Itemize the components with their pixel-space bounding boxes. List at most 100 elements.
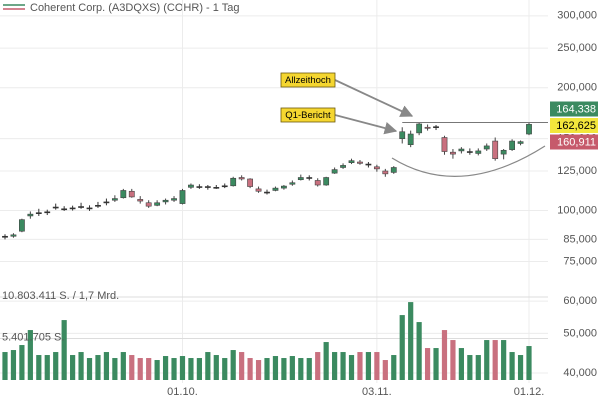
price-tag-label: 162,625 — [556, 120, 596, 132]
candle-body — [145, 202, 152, 207]
volume-tick-label: 10.803.411 S. / 1,7 Mrd. — [2, 290, 119, 302]
x-tick-label: 01.12. — [514, 386, 545, 398]
candle-body — [247, 178, 253, 187]
candle-body — [458, 148, 465, 152]
volume-bar — [86, 358, 93, 380]
candle-body — [137, 199, 144, 202]
volume-bar — [298, 358, 304, 380]
candle-body — [289, 182, 296, 185]
volume-bar — [103, 352, 110, 380]
volume-bar — [95, 355, 101, 380]
y-tick-label: 200,000 — [557, 82, 597, 94]
candle-body — [365, 163, 372, 166]
volume-bar — [2, 352, 8, 380]
candle-body — [424, 126, 431, 129]
x-tick-label: 01.10. — [167, 386, 198, 398]
volume-bar — [382, 360, 388, 380]
volume-bar — [162, 356, 169, 380]
volume-bar — [517, 355, 524, 380]
candle-body — [19, 219, 25, 232]
candle-body — [348, 160, 355, 163]
candle-body — [162, 199, 169, 203]
volume-bar — [255, 360, 262, 380]
candle-body — [331, 169, 338, 174]
x-tick-label: 03.11. — [362, 386, 392, 398]
candle-body — [526, 124, 532, 135]
volume-tick-label: 5.401.705 S. — [2, 331, 64, 343]
volume-bar — [154, 360, 160, 380]
candle-body — [120, 190, 127, 199]
price-tag — [550, 118, 598, 133]
volume-bar — [205, 352, 211, 380]
candle-body — [272, 187, 279, 191]
volume-bar — [19, 345, 25, 380]
volume-bar — [475, 355, 481, 380]
candle-body — [204, 186, 211, 188]
y-tick-label: 125,000 — [557, 165, 597, 177]
chart-title: Coherent Corp. (A3DQXS) (COHR) - 1 Tag — [30, 2, 239, 14]
volume-bar — [289, 356, 295, 380]
candle-body — [340, 165, 346, 168]
volume-bar — [129, 355, 135, 380]
volume-bar — [239, 352, 245, 380]
candle-body — [517, 141, 524, 144]
volume-bar — [306, 358, 312, 380]
candle-body — [95, 205, 101, 207]
annotation-arrow — [334, 79, 414, 117]
candle-body — [111, 198, 118, 201]
candle-body — [213, 187, 220, 189]
candle-body — [86, 207, 93, 210]
candle-body — [264, 191, 270, 194]
price-tag — [550, 101, 598, 117]
volume-bar — [171, 358, 177, 380]
price-tag-label: 164,338 — [556, 103, 596, 115]
y-tick-label: 85,000 — [563, 233, 597, 245]
volume-bar — [450, 340, 456, 380]
candle-body — [103, 201, 110, 204]
candle-body — [483, 145, 490, 150]
volume-bar — [213, 355, 219, 380]
volume-bar — [222, 358, 228, 380]
annotation-text: Allzeithoch — [285, 75, 331, 86]
grid — [0, 0, 548, 383]
volume-bar — [509, 352, 515, 380]
volume-bar — [391, 355, 397, 380]
candle-body — [44, 211, 51, 214]
volume-bar — [61, 320, 67, 380]
candle-body — [475, 150, 482, 154]
volume-bar — [137, 358, 143, 380]
candle-body — [154, 202, 161, 206]
candle-body — [357, 161, 363, 164]
volume-bar — [146, 358, 152, 380]
volume-bar — [78, 352, 84, 380]
volume-bar — [27, 330, 33, 380]
volume-bar — [357, 352, 363, 380]
volume-bar — [492, 340, 498, 380]
y-tick-label: 300,000 — [557, 10, 597, 22]
candle-body — [492, 140, 499, 159]
candle-body — [441, 137, 448, 152]
candle-body — [416, 123, 423, 134]
candle-layer — [2, 122, 532, 240]
volume-bar — [424, 348, 431, 380]
candle-body — [2, 235, 8, 238]
volume-bar — [484, 340, 490, 380]
candle-body — [188, 184, 194, 188]
candle-body — [373, 166, 380, 170]
volume-bar — [247, 358, 253, 380]
candle-body — [314, 180, 321, 186]
candle-body — [221, 185, 228, 188]
candle-body — [52, 206, 59, 209]
volume-bar — [467, 355, 473, 380]
volume-bar — [281, 358, 287, 380]
candle-body — [433, 126, 439, 128]
volume-bar — [315, 352, 321, 380]
volume-bar — [433, 348, 439, 380]
volume-bar — [112, 358, 118, 380]
volume-bar — [44, 355, 50, 380]
candle-body — [450, 151, 456, 155]
candle-body — [390, 167, 397, 173]
candle-body — [78, 206, 84, 208]
candle-body — [297, 177, 304, 181]
